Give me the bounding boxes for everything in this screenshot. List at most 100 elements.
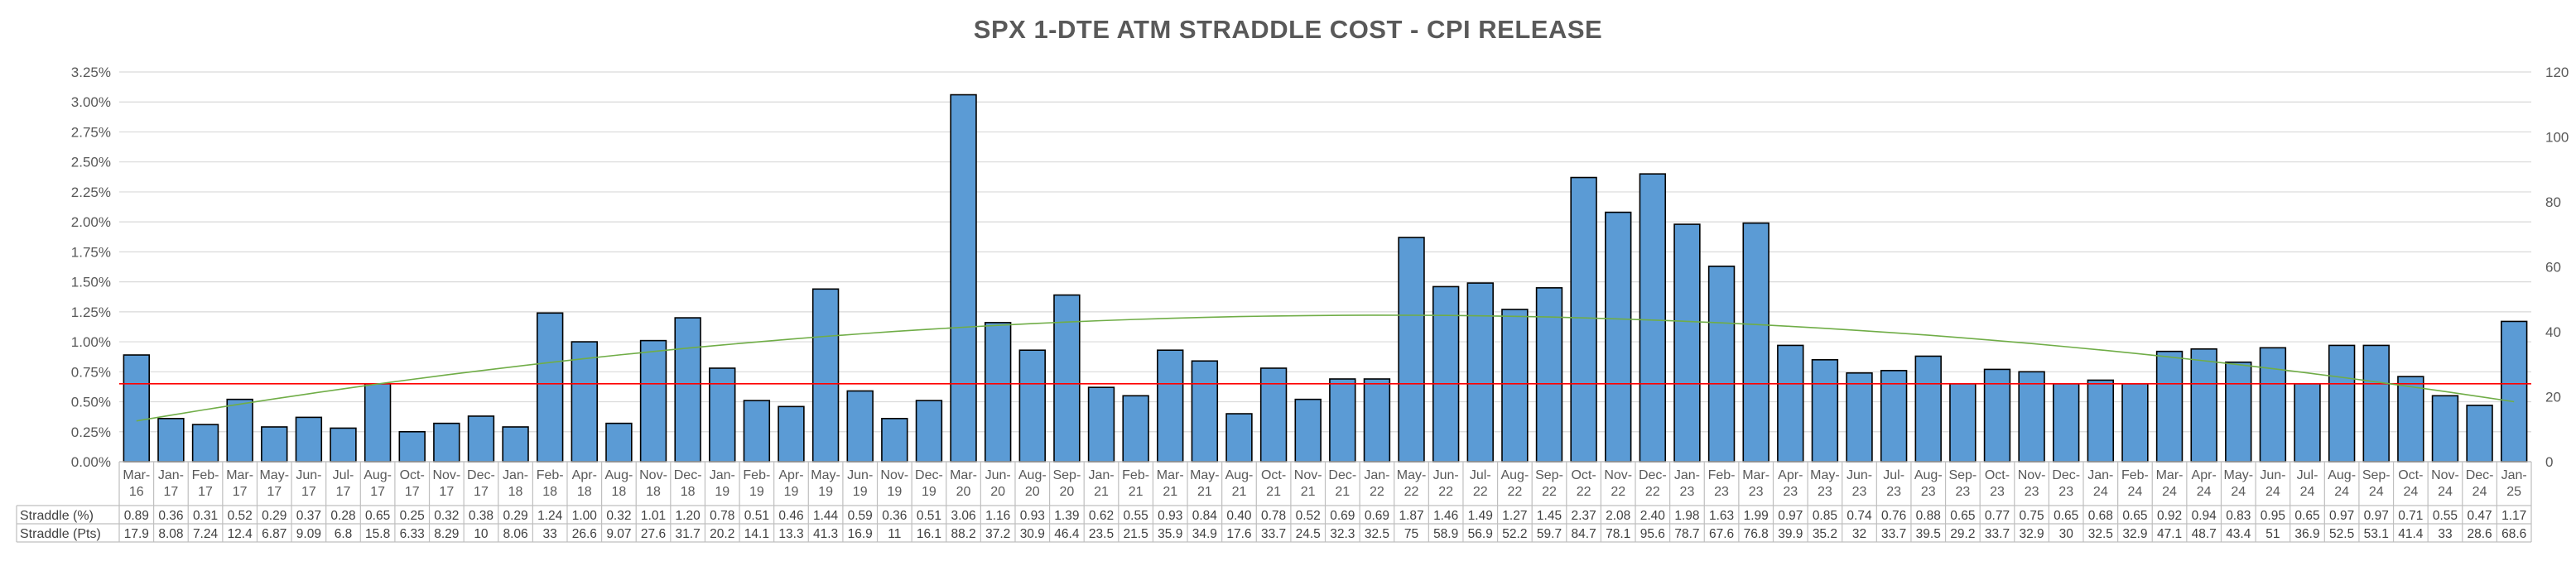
cell-straddle-pts: 53.1 — [2364, 527, 2389, 541]
x-tick-label: Jun-22 — [1433, 468, 1459, 499]
cell-straddle-pts: 47.1 — [2157, 527, 2182, 541]
cell-straddle-pts: 39.5 — [1916, 527, 1941, 541]
cell-straddle-pct: 0.83 — [2226, 509, 2251, 523]
y-tick-label: 2.25% — [71, 185, 111, 200]
bar — [157, 418, 185, 463]
cell-straddle-pct: 0.25 — [400, 509, 425, 523]
x-tick-label: Sep-24 — [2362, 468, 2391, 499]
bar — [1225, 413, 1253, 463]
cell-straddle-pct: 0.68 — [2088, 509, 2113, 523]
cell-straddle-pct: 0.55 — [2433, 509, 2458, 523]
x-tick-label: Jun-17 — [296, 468, 321, 499]
y-tick-label: 2.00% — [71, 214, 111, 230]
cell-straddle-pct: 0.62 — [1089, 509, 1114, 523]
x-tick-label: Dec-19 — [915, 468, 943, 499]
cell-straddle-pts: 13.3 — [778, 527, 803, 541]
cell-straddle-pts: 52.5 — [2329, 527, 2354, 541]
x-tick-label: Aug-24 — [2328, 468, 2356, 499]
x-tick-label: Jan-25 — [2501, 468, 2527, 499]
cell-straddle-pts: 6.8 — [335, 527, 353, 541]
cell-straddle-pts: 8.06 — [503, 527, 527, 541]
x-tick-label: Jun-19 — [847, 468, 873, 499]
cell-straddle-pts: 24.5 — [1296, 527, 1321, 541]
cell-straddle-pts: 6.87 — [262, 527, 286, 541]
x-tick-label: Mar-20 — [950, 468, 977, 499]
x-tick-label: Nov-17 — [432, 468, 460, 499]
bar — [811, 288, 840, 463]
cell-straddle-pts: 28.6 — [2467, 527, 2492, 541]
cell-straddle-pct: 0.97 — [2329, 509, 2354, 523]
cell-straddle-pts: 32.3 — [1330, 527, 1355, 541]
cell-straddle-pts: 32 — [1852, 527, 1866, 541]
bar — [1087, 386, 1115, 463]
x-tick-label: Nov-21 — [1294, 468, 1322, 499]
x-tick-label: Dec-24 — [2466, 468, 2494, 499]
cell-straddle-pts: 10 — [474, 527, 489, 541]
bar — [915, 400, 943, 463]
bar — [846, 390, 874, 463]
cell-straddle-pct: 0.55 — [1124, 509, 1148, 523]
bar — [2328, 344, 2356, 463]
x-tick-label: Oct-23 — [1985, 468, 2010, 499]
x-tick-label: Sep-20 — [1052, 468, 1081, 499]
bar — [1259, 367, 1288, 463]
cell-straddle-pct: 0.65 — [2054, 509, 2078, 523]
bar — [1707, 265, 1736, 463]
cell-straddle-pts: 48.7 — [2192, 527, 2217, 541]
cell-straddle-pts: 68.6 — [2501, 527, 2526, 541]
bar — [1018, 349, 1046, 463]
x-tick-label: Dec-23 — [2052, 468, 2080, 499]
cell-straddle-pct: 1.20 — [676, 509, 701, 523]
bar — [2397, 376, 2424, 463]
cell-straddle-pct: 1.00 — [572, 509, 598, 523]
cell-straddle-pct: 0.36 — [158, 509, 183, 523]
bar — [1673, 223, 1701, 463]
bar — [2431, 395, 2459, 463]
x-tick-label: Aug-17 — [364, 468, 392, 499]
cell-straddle-pts: 15.8 — [365, 527, 390, 541]
x-tick-label: Jul-23 — [1883, 468, 1904, 499]
bar — [1191, 360, 1219, 463]
bar — [295, 416, 323, 463]
trendline — [136, 314, 2515, 422]
cell-straddle-pts: 36.9 — [2294, 527, 2319, 541]
cell-straddle-pct: 0.52 — [228, 509, 253, 523]
bar — [950, 94, 977, 463]
cell-straddle-pct: 1.46 — [1433, 509, 1458, 523]
cell-straddle-pts: 12.4 — [228, 527, 253, 541]
cell-straddle-pct: 1.45 — [1537, 509, 1562, 523]
x-tick-label: Mar-24 — [2156, 468, 2184, 499]
x-tick-label: May-23 — [1810, 468, 1840, 499]
bar — [1329, 378, 1356, 463]
x-tick-label: May-19 — [811, 468, 840, 499]
bar — [639, 339, 667, 463]
x-tick-label: Feb-23 — [1708, 468, 1736, 499]
x-tick-label: Mar-17 — [226, 468, 253, 499]
x-tick-label: Aug-20 — [1018, 468, 1047, 499]
cell-straddle-pts: 17.9 — [124, 527, 149, 541]
cell-straddle-pts: 78.1 — [1606, 527, 1630, 541]
x-tick-label: Jan-21 — [1088, 468, 1114, 499]
cell-straddle-pct: 0.76 — [1881, 509, 1906, 523]
bar — [2053, 382, 2080, 463]
cell-straddle-pct: 1.99 — [1744, 509, 1769, 523]
cell-straddle-pts: 20.2 — [710, 527, 734, 541]
x-tick-label: Jun-23 — [1847, 468, 1872, 499]
bar — [1777, 344, 1804, 463]
y2-tick-label: 80 — [2545, 194, 2561, 210]
cell-straddle-pct: 0.84 — [1192, 509, 1218, 523]
bar — [1949, 382, 1977, 463]
row-header-straddle-pct: Straddle (%) — [20, 509, 94, 523]
bar — [1846, 372, 1873, 463]
row-header-straddle-pts: Straddle (Pts) — [20, 527, 101, 541]
x-tick-label: Jun-24 — [2260, 468, 2285, 499]
cell-straddle-pct: 1.44 — [813, 509, 839, 523]
x-tick-label: Oct-22 — [1571, 468, 1596, 499]
x-tick-label: Aug-22 — [1500, 468, 1529, 499]
cell-straddle-pct: 0.51 — [917, 509, 941, 523]
x-tick-label: Jan-23 — [1674, 468, 1700, 499]
x-tick-label: Jan-24 — [2087, 468, 2113, 499]
cell-straddle-pts: 41.4 — [2398, 527, 2424, 541]
cell-straddle-pct: 0.40 — [1226, 509, 1252, 523]
gridlines — [119, 71, 2531, 463]
